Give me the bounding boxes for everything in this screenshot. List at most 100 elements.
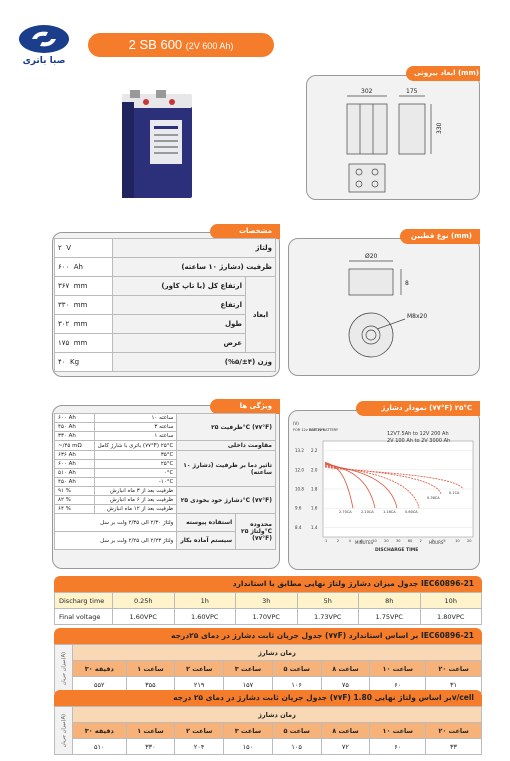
- spec-value: ۲ V: [54, 238, 113, 258]
- chart-ytick-12v: 8.4: [295, 525, 302, 530]
- current-value: ۵۱۰: [72, 738, 127, 755]
- discharge-time-row: Discharg time 0.25h 1h 3h 5h 8h 10h: [54, 592, 482, 609]
- feature-value: ۶۴ %: [54, 504, 95, 514]
- final-voltage-table-title: جدول میزان دشارژ ولتاژ نهایی مطابق با اس…: [54, 576, 482, 592]
- model-name: 2 SB 600: [128, 37, 183, 52]
- chart-xtick: 30: [396, 539, 400, 543]
- feature-row: ولتاژ ۲/۲۳ الی ۲/۲۵ ولت بر سل سیستم آماد…: [53, 531, 276, 550]
- discharge-chart-panel: (V) FOR 12v BATTERY FOR 2v BATTERY 12V7.…: [288, 410, 480, 570]
- discharge-chart-section-tag: نمودار دشارژ (۷۷°F) ۲۵°C: [356, 401, 480, 416]
- chart-xtick: 60: [408, 539, 412, 543]
- time-cell: 10h: [419, 592, 482, 609]
- dim-side-width: 175: [406, 88, 418, 95]
- constant-current-table-iec: جدول جریان ثابت دشارژ در دمای ۲۵درجه (۷۷…: [54, 628, 482, 693]
- chart-ytick-12v: 12.0: [295, 467, 304, 472]
- chart-xtick: 20: [467, 539, 471, 543]
- chart-xtick: 1: [325, 539, 327, 543]
- feature-value: ۶۰۰ Ah: [54, 459, 95, 469]
- chart-legend-2v: 2V 100 Ah to 2V 3000 Ah: [387, 438, 450, 444]
- final-voltage-grid: Discharg time 0.25h 1h 3h 5h 8h 10h Fina…: [54, 592, 482, 625]
- final-voltage-row: Final voltage 1.60VPC 1.60VPC 1.70VPC 1.…: [54, 608, 482, 625]
- feature-value: ۹۱ %: [54, 486, 95, 496]
- time-cell: 5h: [296, 592, 359, 609]
- chart-series-label: 2.10CA: [361, 510, 374, 514]
- chart-ytick-12v: 13.2: [295, 448, 304, 453]
- feature-row: ۶۰۰ Ah ۱۰ ساعته ظرفیت ۲۵°C (۷۷°F): [54, 413, 276, 441]
- current-value: ۳۵۵: [125, 676, 176, 693]
- row-label: Final voltage: [54, 608, 113, 625]
- chart-yaxis-12v-label: FOR 12v BATTERY: [293, 428, 325, 432]
- voltage-cell: 1.73VPC: [296, 608, 359, 625]
- chart-xtick: 5: [443, 539, 445, 543]
- time-cell: 3h: [235, 592, 298, 609]
- feature-desc: ولتاژ ۲/۳۰ الی ۲/۳۵ ولت بر سل: [53, 513, 178, 532]
- duration-header: ۵ ساعت: [271, 660, 322, 677]
- current-value: ۶۰: [369, 676, 427, 693]
- feature-value: ۴۵۰ Ah: [54, 422, 95, 432]
- dim-height: 330: [436, 122, 443, 134]
- chart-ylabel: (V): [293, 421, 299, 426]
- terminal-panel: Ø20 8 M8x20: [288, 238, 480, 376]
- voltage-cell: 1.60VPC: [112, 608, 175, 625]
- feature-group-self-discharge: دشارژ خود بخودی ۲۵°C (۷۷°F): [176, 486, 276, 514]
- discharge-time-subheader: زمان دشارژ: [72, 644, 482, 661]
- feature-desc: ۳۵°C: [93, 450, 178, 460]
- spec-row: ۲ V ولتاژ: [54, 238, 276, 258]
- specs-table: ۲ V ولتاژ ۶۰۰ Ah ظرفیت (دشارژ ۱۰ ساعته) …: [54, 238, 276, 372]
- brand-logo: صبا باتری: [14, 24, 74, 68]
- header-row: ۳۰ دقیقه ۱ ساعت ۲ ساعت ۳ ساعت ۵ ساعت ۸ س…: [55, 660, 482, 677]
- model-title-bar: 2 SB 600 (2V 600 Ah): [88, 33, 274, 57]
- duration-header: ۱ ساعت: [125, 722, 176, 739]
- feature-desc: ۳ ساعته: [93, 422, 178, 432]
- feature-use-label: سیستم آماده بکار: [176, 531, 237, 550]
- current-value: ۲۱۹: [174, 676, 225, 693]
- spec-label: ارتفاع کل (با تاپ کاور): [112, 276, 246, 296]
- duration-header: ۸ ساعت: [320, 660, 371, 677]
- feature-row: ولتاژ ۲/۳۰ الی ۲/۳۵ ولت بر سل استفاده پی…: [53, 513, 276, 550]
- feature-desc: ۱۰ ساعته: [93, 413, 178, 423]
- spec-value: ۳۳۰ mm: [54, 295, 113, 315]
- duration-header: ۳۰ دقیقه: [72, 722, 127, 739]
- feature-desc: ظرفیت بعد از ۱۲ ماه انبارش: [93, 504, 178, 514]
- voltage-cell: 1.70VPC: [235, 608, 298, 625]
- feature-value: ۴۵۰ Ah: [54, 477, 95, 487]
- feature-group-capacity: ظرفیت ۲۵°C (۷۷°F): [176, 413, 276, 441]
- voltage-cell: 1.80VPC: [419, 608, 482, 625]
- chart-ytick-2v: 2.0: [311, 467, 318, 472]
- current-value: ۳۳: [425, 738, 482, 755]
- duration-header: ۲ ساعت: [174, 660, 225, 677]
- chart-xtick: 10: [372, 539, 376, 543]
- spec-row: ۶۰۰ Ah ظرفیت (دشارژ ۱۰ ساعته): [54, 257, 276, 277]
- voltage-cell: 1.60VPC: [173, 608, 236, 625]
- current-side-label: میزان جریان(A): [60, 713, 67, 748]
- constant-current-table-180v: جدول جریان ثابت دشارژ در دمای ۲۵ درجه (۷…: [54, 690, 482, 755]
- discharge-time-subheader: زمان دشارژ: [72, 706, 482, 723]
- chart-xtick: 2: [420, 539, 422, 543]
- chart-ytick-2v: 2.2: [311, 448, 318, 453]
- subheader-row: میزان جریان(A) زمان دشارژ: [54, 644, 482, 693]
- chart-series-label: 0.1CA: [449, 491, 460, 495]
- constant-current-iec-grid: میزان جریان(A) زمان دشارژ ۳۰ دقیقه ۱ ساع…: [54, 644, 482, 693]
- terminal-drawing: Ø20 8 M8x20: [348, 253, 427, 358]
- chart-series-line: [324, 462, 376, 509]
- chart-yaxis-2v-label: FOR 2v BATTERY: [309, 428, 339, 432]
- feature-desc: ظرفیت بعد از ۶ ماه انبارش: [93, 495, 178, 505]
- chart-series-label: 2.70CA: [339, 510, 352, 514]
- feature-group-voltage: محدوده ولتاژ ۲۵°C (۷۷°F): [235, 513, 276, 550]
- feature-value: ~/۴۵ mΩ: [54, 440, 95, 451]
- current-value: ۶۰: [369, 738, 427, 755]
- current-side-label: میزان جریان(A): [60, 651, 67, 686]
- feature-value: ۵۱۰ Ah: [54, 468, 95, 478]
- value-row: ۵۱۰ ۳۳۰ ۲۰۴ ۱۵۰ ۱۰۵ ۷۲ ۶۰ ۳۳: [55, 738, 482, 755]
- feature-use-label: استفاده پیوسته: [176, 513, 237, 532]
- current-side-label-cell: میزان جریان(A): [54, 706, 73, 755]
- constant-current-180v-title: جدول جریان ثابت دشارژ در دمای ۲۵ درجه (۷…: [54, 690, 482, 706]
- chart-x-unit-hours: HOURS: [429, 540, 444, 545]
- dimensions-panel: 302 175 330: [306, 75, 480, 200]
- spec-group-label: ابعاد: [245, 276, 276, 353]
- saba-logo-icon: [19, 25, 69, 53]
- chart-xtick: 6: [361, 539, 363, 543]
- current-value: ۳۱: [425, 676, 482, 693]
- feature-group-resistance: مقاومت داخلی: [176, 440, 276, 451]
- spec-row: ۴۰ Kg وزن (۴±/۵%): [54, 352, 276, 372]
